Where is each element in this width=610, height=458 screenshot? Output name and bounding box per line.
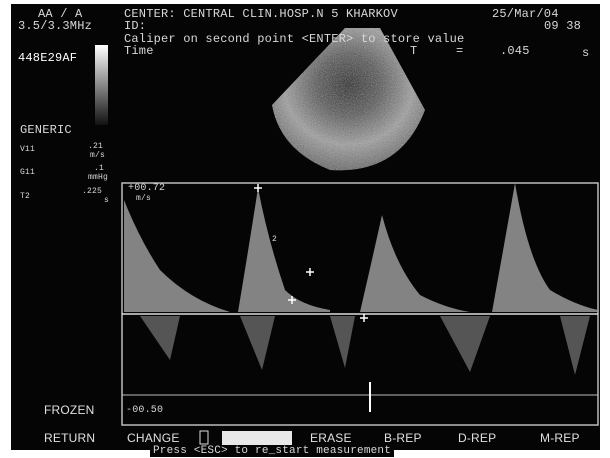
top-unit: m/s (136, 195, 151, 203)
menu-item[interactable]: RETURN (44, 432, 95, 444)
change-box (200, 431, 208, 444)
highlight-field (222, 431, 292, 445)
meas-unit: m/s (90, 152, 105, 160)
equals: = (456, 45, 463, 57)
status: FROZEN (44, 404, 95, 416)
bottom-scale: -00.50 (126, 407, 163, 415)
meas-label: T2 (20, 193, 30, 201)
meas-value: .1 (94, 165, 104, 173)
footer-hint: Press <ESC> to re_start measurement (150, 445, 394, 457)
clock: 09 38 (544, 20, 581, 32)
meas-label: V11 (20, 146, 35, 154)
grayscale-bar (95, 45, 108, 125)
measure-name: Time (124, 45, 154, 57)
meas-label: G11 (20, 169, 35, 177)
patient-id: ID: (124, 20, 146, 32)
meas-unit: s (104, 197, 109, 205)
meas-value: .21 (88, 143, 103, 151)
doppler-waveform (124, 183, 598, 312)
menu-item[interactable]: D-REP (458, 432, 496, 444)
meas-value: .225 (82, 188, 102, 196)
caliper-marker: 2 (272, 236, 277, 244)
menu-item[interactable]: B-REP (384, 432, 422, 444)
menu-item[interactable]: CHANGE (127, 432, 180, 444)
code: 448E29AF (18, 52, 77, 64)
menu-item[interactable]: ERASE (310, 432, 352, 444)
measure-symbol: T (410, 45, 417, 57)
meas-unit: mmHg (88, 174, 108, 182)
frequency: 3.5/3.3MHz (18, 20, 92, 32)
ultrasound-screen: AA / A 3.5/3.3MHz 448E29AF GENERIC V11 .… (0, 0, 610, 458)
center: CENTER: CENTRAL CLIN.HOSP.N 5 KHARKOV (124, 8, 398, 20)
imaging-area (0, 0, 610, 458)
measure-value: .045 (500, 45, 530, 57)
menu-item[interactable]: M-REP (540, 432, 580, 444)
sector-speckle (272, 28, 425, 170)
preset: GENERIC (20, 124, 72, 136)
top-scale: +00.72 (128, 185, 165, 193)
measure-unit: s (582, 47, 589, 59)
doppler-reverse-flow (140, 316, 590, 375)
